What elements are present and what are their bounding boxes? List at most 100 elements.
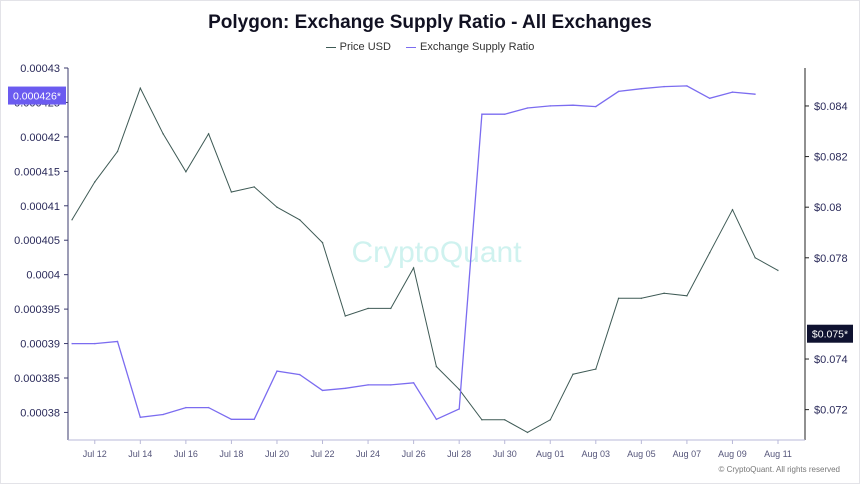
data-point-price xyxy=(549,419,552,421)
data-point-price xyxy=(503,419,506,421)
data-point-ratio xyxy=(503,113,506,115)
left-tick-label: 0.0004 xyxy=(26,270,60,282)
data-point-price xyxy=(230,191,233,193)
left-tick-label: 0.00042 xyxy=(20,132,60,144)
data-point-price xyxy=(526,431,529,434)
right-current-label: $0.075* xyxy=(812,329,848,341)
data-point-price xyxy=(572,373,574,376)
data-point-ratio xyxy=(412,382,415,384)
data-point-price xyxy=(708,251,711,254)
x-tick-label: Aug 01 xyxy=(536,449,565,459)
x-tick-label: Jul 26 xyxy=(402,449,426,459)
left-tick-label: 0.00041 xyxy=(20,201,60,213)
data-point-ratio xyxy=(94,342,96,345)
data-point-ratio xyxy=(481,113,483,115)
data-point-price xyxy=(640,297,643,300)
data-point-price xyxy=(754,257,756,259)
data-point-ratio xyxy=(595,105,597,108)
data-point-ratio xyxy=(367,384,369,386)
data-point-price xyxy=(777,269,779,272)
right-tick-label: $0.078 xyxy=(814,253,848,265)
x-tick-label: Jul 14 xyxy=(128,449,152,459)
data-point-price xyxy=(663,292,665,295)
data-point-price xyxy=(617,297,620,300)
data-point-price xyxy=(481,419,483,421)
left-tick-label: 0.000415 xyxy=(14,166,60,178)
data-point-price xyxy=(731,208,734,211)
data-point-ratio xyxy=(435,418,438,421)
data-point-ratio xyxy=(344,387,347,390)
data-point-price xyxy=(435,365,438,368)
right-current-badge xyxy=(807,324,853,343)
data-point-price xyxy=(367,307,369,310)
data-point-price xyxy=(253,186,255,188)
data-point-ratio xyxy=(298,373,301,376)
data-point-ratio xyxy=(663,85,665,88)
data-point-price xyxy=(207,133,210,135)
x-tick-label: Aug 09 xyxy=(718,449,747,459)
data-point-price xyxy=(686,295,688,297)
watermark: CryptoQuant xyxy=(351,236,522,269)
right-tick-label: $0.08 xyxy=(814,202,842,214)
data-point-ratio xyxy=(276,370,278,372)
x-tick-label: Jul 24 xyxy=(356,449,380,459)
right-tick-label: $0.074 xyxy=(814,354,848,366)
data-point-ratio xyxy=(640,87,643,90)
legend: Price USD Exchange Supply Ratio xyxy=(0,41,860,53)
data-point-ratio xyxy=(253,418,255,421)
data-point-ratio xyxy=(754,93,756,95)
data-point-price xyxy=(390,307,392,310)
x-tick-label: Aug 07 xyxy=(673,449,702,459)
x-tick-label: Jul 28 xyxy=(447,449,471,459)
legend-item-ratio[interactable]: Exchange Supply Ratio xyxy=(406,41,534,53)
data-point-price xyxy=(276,206,278,208)
series-line-price xyxy=(71,86,779,433)
data-point-ratio xyxy=(686,85,688,87)
x-tick-label: Jul 20 xyxy=(265,449,289,459)
left-tick-label: 0.000385 xyxy=(14,373,60,385)
x-tick-label: Aug 05 xyxy=(627,449,656,459)
legend-label-ratio: Exchange Supply Ratio xyxy=(420,41,535,53)
x-tick-label: Jul 16 xyxy=(174,449,198,459)
data-point-price xyxy=(321,241,324,244)
left-tick-label: 0.000395 xyxy=(14,304,60,316)
x-tick-label: Jul 22 xyxy=(311,449,335,459)
data-point-ratio xyxy=(71,342,73,345)
data-point-price xyxy=(298,219,301,221)
data-point-ratio xyxy=(526,107,529,109)
data-point-price xyxy=(344,315,347,317)
right-tick-label: $0.072 xyxy=(814,405,848,417)
data-point-ratio xyxy=(185,406,187,409)
legend-swatch-ratio xyxy=(406,46,417,48)
data-point-price xyxy=(185,171,187,173)
data-point-ratio xyxy=(162,413,164,416)
x-tick-label: Aug 11 xyxy=(764,449,792,459)
data-point-ratio xyxy=(572,104,574,106)
right-tick-label: $0.084 xyxy=(814,101,848,113)
x-tick-label: Aug 03 xyxy=(582,449,611,459)
x-tick-label: Jul 18 xyxy=(219,449,243,459)
legend-swatch-price xyxy=(325,46,336,48)
left-tick-label: 0.00039 xyxy=(20,339,60,351)
data-point-ratio xyxy=(321,389,324,392)
data-point-ratio xyxy=(617,90,620,93)
data-point-price xyxy=(139,87,142,89)
left-current-label: 0.000426* xyxy=(13,91,61,103)
data-point-ratio xyxy=(116,340,119,343)
x-tick-label: Jul 30 xyxy=(493,449,517,459)
left-current-badge xyxy=(8,86,66,105)
data-point-price xyxy=(71,219,73,221)
legend-item-price[interactable]: Price USD xyxy=(325,41,394,53)
data-point-ratio xyxy=(207,406,210,409)
data-point-ratio xyxy=(139,416,142,419)
left-tick-label: 0.00038 xyxy=(20,407,60,419)
data-point-price xyxy=(458,388,461,391)
data-point-ratio xyxy=(708,97,711,100)
data-point-ratio xyxy=(458,408,461,410)
data-point-ratio xyxy=(390,384,392,386)
data-point-ratio xyxy=(549,105,552,107)
left-tick-label: 0.000405 xyxy=(14,235,60,247)
legend-label-price: Price USD xyxy=(339,41,391,53)
left-tick-label: 0.00043 xyxy=(20,63,60,75)
x-tick-label: Jul 12 xyxy=(83,449,107,459)
